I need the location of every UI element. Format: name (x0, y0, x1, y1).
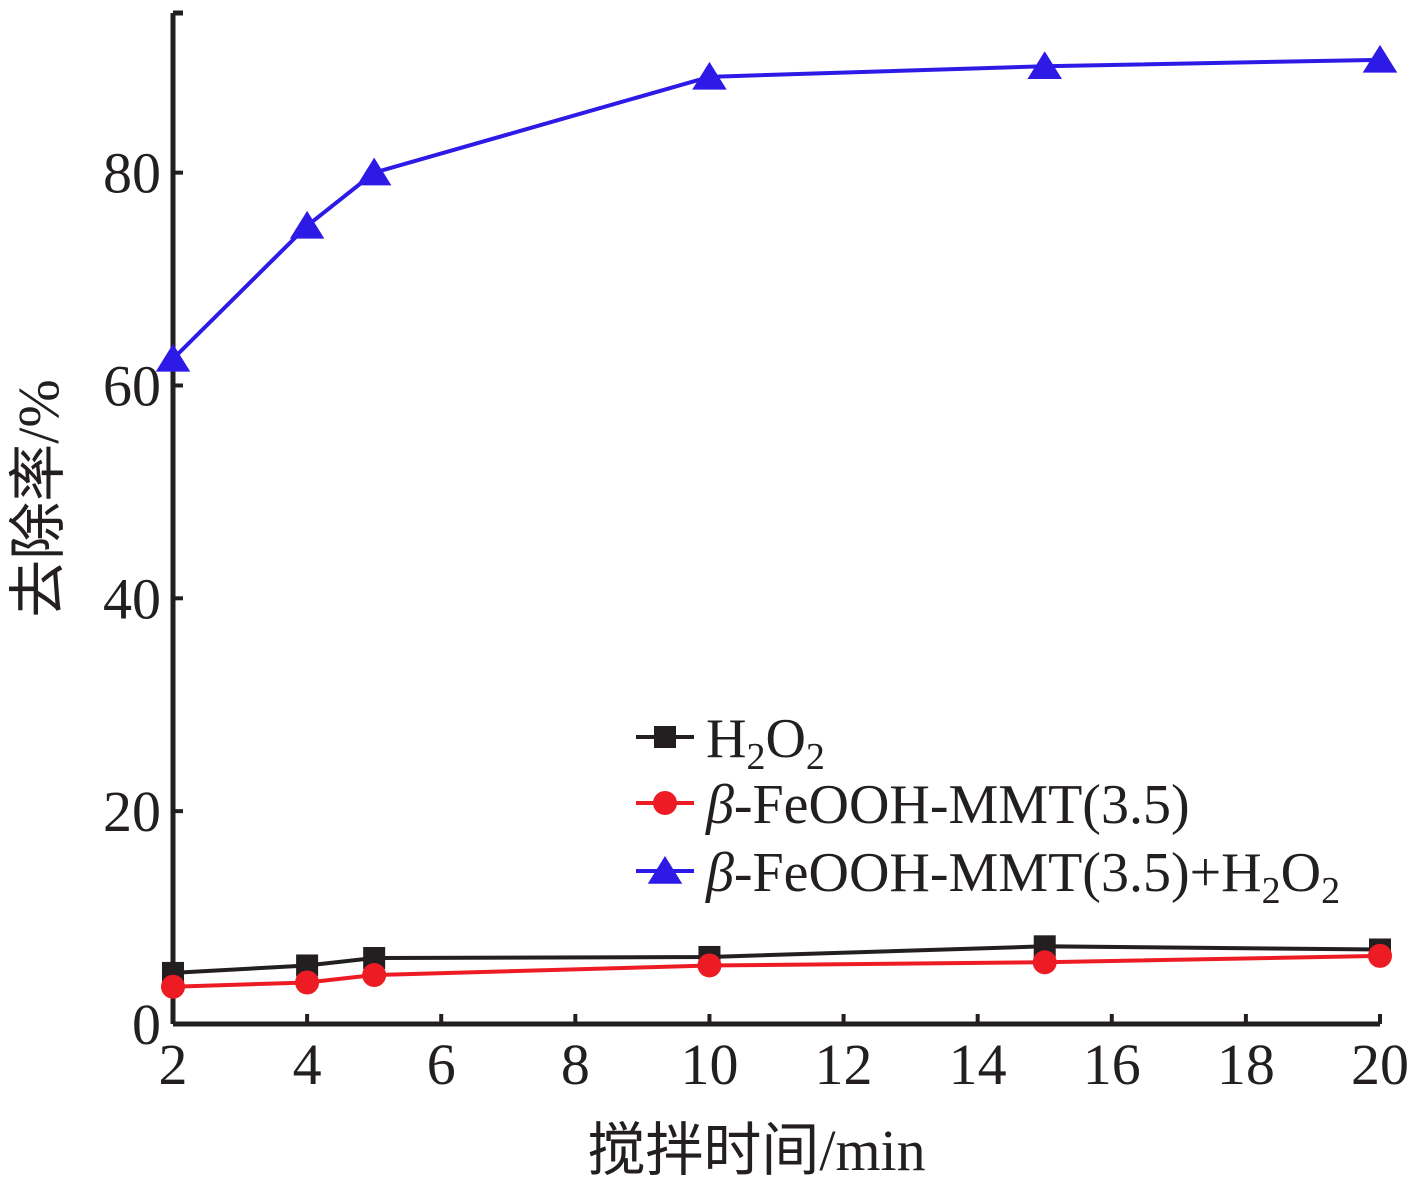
y-axis-title: 去除率/% (6, 379, 71, 617)
legend-label: β-FeOOH-MMT(3.5) (705, 774, 1190, 836)
data-point (289, 210, 325, 239)
data-point (697, 953, 722, 978)
data-point (161, 974, 185, 999)
x-tick-label: 4 (293, 1032, 322, 1097)
data-point (362, 963, 387, 988)
data-point (1027, 51, 1062, 79)
data-point (1362, 44, 1398, 73)
series-layer (155, 44, 1398, 999)
x-tick-label: 2 (159, 1032, 188, 1097)
x-tick-label: 10 (680, 1032, 738, 1097)
data-point (692, 61, 727, 90)
series-2 (161, 943, 1392, 999)
data-point (363, 947, 386, 970)
series-line (172, 944, 1381, 975)
y-tick-label: 20 (103, 779, 161, 844)
series-line (171, 57, 1381, 361)
data-point (295, 970, 320, 995)
data-point (1032, 950, 1057, 975)
legend-entry: H2O2 (636, 708, 825, 778)
data-point (155, 343, 191, 372)
x-tick-label: 8 (561, 1032, 590, 1097)
data-point (1368, 943, 1392, 968)
legend-marker (654, 726, 676, 748)
y-tick-label: 80 (103, 141, 161, 206)
x-tick-label: 6 (427, 1032, 456, 1097)
data-point (356, 157, 392, 186)
x-tick-label: 18 (1217, 1032, 1275, 1097)
legend: H2O2β-FeOOH-MMT(3.5)β-FeOOH-MMT(3.5)+H2O… (636, 708, 1340, 912)
legend-marker (653, 791, 677, 815)
legend-entry: β-FeOOH-MMT(3.5) (636, 774, 1190, 836)
legend-label: β-FeOOH-MMT(3.5)+H2O2 (705, 842, 1340, 912)
x-axis-title: 搅拌时间/min (587, 1118, 925, 1181)
series-3 (155, 44, 1398, 372)
y-tick-label: 60 (103, 353, 161, 418)
legend-label: H2O2 (706, 708, 825, 778)
x-tick-label: 16 (1083, 1032, 1141, 1097)
x-tick-label: 12 (815, 1032, 873, 1097)
x-tick-label: 20 (1351, 1032, 1409, 1097)
series-line (172, 953, 1381, 989)
legend-entry: β-FeOOH-MMT(3.5)+H2O2 (636, 842, 1340, 912)
legend-marker (647, 856, 683, 884)
data-point (296, 954, 319, 977)
axes: 2 4 6 8 10 12 14 16 18 20 0 20 40 60 80 (103, 10, 1409, 1097)
y-tick-label: 40 (103, 566, 161, 631)
x-tick-label: 14 (949, 1032, 1007, 1097)
y-tick-label: 0 (132, 992, 161, 1057)
